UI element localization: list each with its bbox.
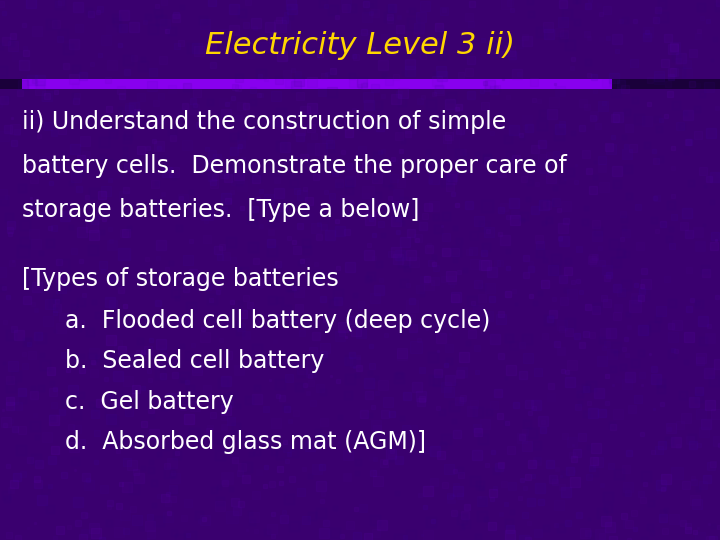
Text: battery cells.  Demonstrate the proper care of: battery cells. Demonstrate the proper ca… xyxy=(22,154,567,178)
Text: storage batteries.  [Type a below]: storage batteries. [Type a below] xyxy=(22,198,419,222)
Text: Electricity Level 3 ii): Electricity Level 3 ii) xyxy=(205,31,515,60)
Bar xyxy=(22,79,612,89)
Text: a.  Flooded cell battery (deep cycle): a. Flooded cell battery (deep cycle) xyxy=(65,309,490,333)
Text: c.  Gel battery: c. Gel battery xyxy=(65,390,233,414)
Text: [Types of storage batteries: [Types of storage batteries xyxy=(22,267,338,291)
Text: ii) Understand the construction of simple: ii) Understand the construction of simpl… xyxy=(22,110,506,133)
Bar xyxy=(0,79,22,89)
Bar xyxy=(612,79,720,89)
Text: b.  Sealed cell battery: b. Sealed cell battery xyxy=(65,349,324,373)
Text: d.  Absorbed glass mat (AGM)]: d. Absorbed glass mat (AGM)] xyxy=(65,430,426,454)
